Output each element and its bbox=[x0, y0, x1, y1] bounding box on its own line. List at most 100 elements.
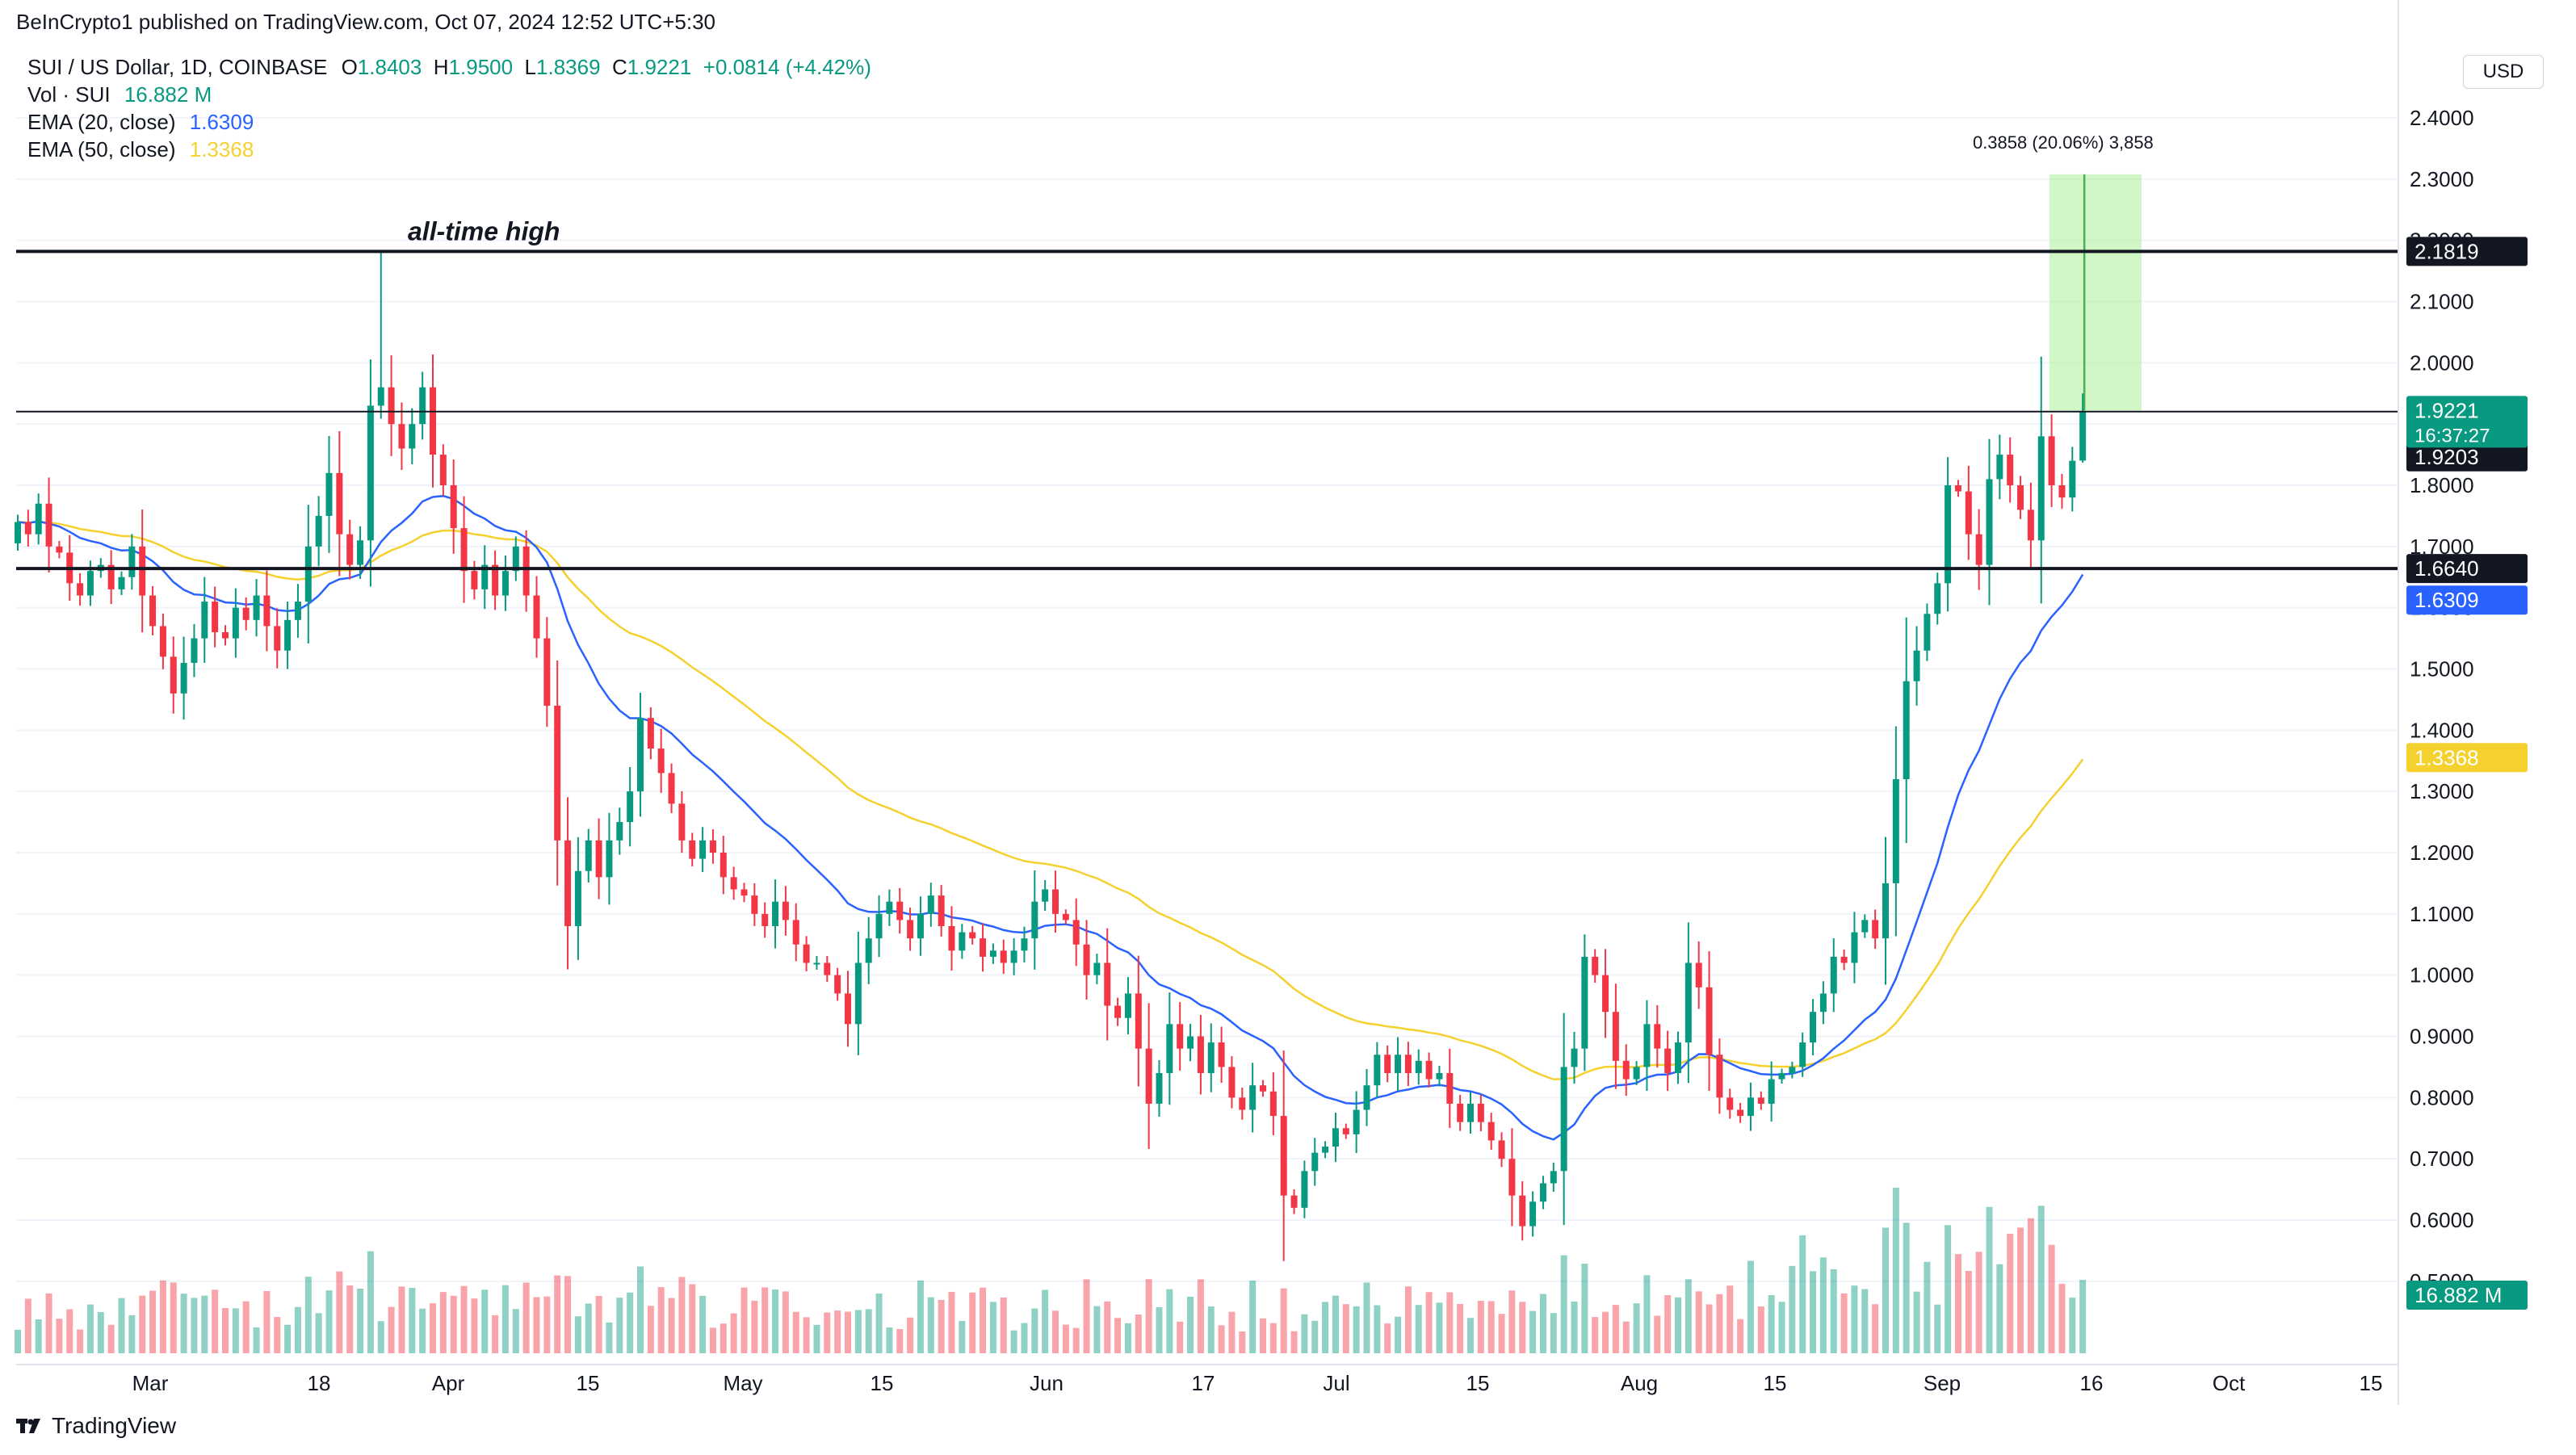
candle-body bbox=[907, 920, 914, 939]
price-tick-label: 0.8000 bbox=[2410, 1085, 2474, 1109]
volume-bar bbox=[1218, 1325, 1225, 1353]
time-tick-label: 18 bbox=[308, 1371, 331, 1395]
candle-body bbox=[875, 913, 883, 939]
volume-bar bbox=[1477, 1300, 1484, 1353]
candle-body bbox=[1498, 1140, 1505, 1159]
measure-label: 0.3858 (20.06%) 3,858 bbox=[1973, 132, 2154, 153]
volume-bar bbox=[709, 1327, 716, 1353]
candle-body bbox=[845, 993, 851, 1025]
volume-bar bbox=[492, 1315, 499, 1353]
candle-body bbox=[1550, 1171, 1557, 1184]
ema20-label[interactable]: EMA (20, close) bbox=[27, 110, 176, 134]
ema20-line bbox=[17, 494, 2084, 1141]
volume-bar bbox=[647, 1306, 654, 1353]
candle-body bbox=[574, 870, 581, 926]
candle-body bbox=[1395, 1055, 1402, 1073]
volume-bar bbox=[242, 1301, 250, 1353]
candle-body bbox=[1031, 901, 1038, 939]
candle-body bbox=[377, 387, 384, 406]
volume-bar bbox=[886, 1327, 893, 1353]
volume-bar bbox=[1311, 1320, 1319, 1353]
candle-body bbox=[1187, 1036, 1194, 1049]
volume-bar bbox=[357, 1289, 364, 1353]
volume-bar bbox=[1975, 1252, 1982, 1353]
volume-bars bbox=[15, 1187, 2087, 1353]
volume-bar bbox=[761, 1287, 769, 1353]
change-value: +0.0814 (+4.42%) bbox=[703, 55, 871, 79]
volume-bar bbox=[792, 1311, 799, 1353]
volume-bar bbox=[377, 1321, 384, 1353]
volume-bar bbox=[1177, 1321, 1184, 1353]
volume-bar bbox=[803, 1317, 810, 1353]
volume-bar bbox=[678, 1277, 686, 1353]
time-tick-label: Sep bbox=[1924, 1371, 1961, 1395]
volume-bar bbox=[1737, 1319, 1744, 1353]
volume-bar bbox=[1322, 1302, 1329, 1353]
volume-bar bbox=[419, 1308, 426, 1353]
volume-bar bbox=[409, 1288, 416, 1353]
volume-bar bbox=[1404, 1286, 1412, 1353]
ema20-tag-bg bbox=[2406, 585, 2528, 615]
volume-bar bbox=[1519, 1302, 1526, 1353]
candle-body bbox=[1301, 1171, 1308, 1208]
candle-body bbox=[1830, 956, 1837, 994]
volume-label[interactable]: Vol · SUI bbox=[27, 82, 111, 107]
level-tag: 1.9203 bbox=[2414, 445, 2479, 469]
volume-bar bbox=[730, 1313, 737, 1353]
candle-body bbox=[501, 571, 509, 596]
volume-tag: 16.882 M bbox=[2414, 1283, 2502, 1307]
time-tick-label: 17 bbox=[1192, 1371, 1215, 1395]
low-value: 1.8369 bbox=[536, 55, 601, 79]
volume-bar bbox=[56, 1319, 63, 1353]
volume-bar bbox=[1986, 1206, 1993, 1353]
volume-bar bbox=[606, 1322, 613, 1353]
volume-bar bbox=[501, 1285, 509, 1353]
volume-bar bbox=[1436, 1302, 1443, 1353]
volume-tag-bg bbox=[2406, 1281, 2528, 1310]
volume-bar bbox=[959, 1320, 966, 1353]
time-tick-label: 15 bbox=[871, 1371, 894, 1395]
candle-body bbox=[304, 546, 312, 602]
candle-body bbox=[77, 583, 84, 596]
volume-bar bbox=[1654, 1315, 1661, 1353]
volume-bar bbox=[1996, 1264, 2003, 1353]
symbol-label[interactable]: SUI / US Dollar, 1D, COINBASE bbox=[27, 55, 328, 79]
candle-body bbox=[409, 424, 416, 449]
publish-header: BeInCrypto1 published on TradingView.com… bbox=[16, 10, 715, 35]
volume-bar bbox=[212, 1289, 219, 1353]
candle-body bbox=[1353, 1109, 1360, 1134]
footer-brand[interactable]: TradingView bbox=[52, 1413, 177, 1438]
candle-body bbox=[1799, 1042, 1806, 1067]
price-tick-label: 1.3000 bbox=[2410, 779, 2474, 803]
price-tick-label: 1.0000 bbox=[2410, 963, 2474, 987]
candle-body bbox=[1384, 1055, 1391, 1073]
volume-bar bbox=[1664, 1295, 1672, 1353]
candle-body bbox=[232, 607, 239, 639]
volume-bar bbox=[1851, 1285, 1858, 1353]
volume-bar bbox=[927, 1297, 934, 1353]
candle-body bbox=[1342, 1128, 1349, 1134]
ema50-label[interactable]: EMA (50, close) bbox=[27, 137, 176, 161]
price-tick-label: 0.7000 bbox=[2410, 1147, 2474, 1171]
volume-bar bbox=[907, 1317, 914, 1353]
candle-body bbox=[917, 913, 924, 939]
currency-button[interactable]: USD bbox=[2463, 55, 2544, 89]
measure-rect bbox=[2049, 174, 2142, 411]
candle-body bbox=[1684, 962, 1692, 1043]
candle-body bbox=[1592, 956, 1599, 975]
volume-bar bbox=[1156, 1306, 1163, 1353]
candle-body bbox=[699, 840, 707, 859]
volume-bar bbox=[77, 1329, 84, 1353]
candle-body bbox=[45, 503, 52, 547]
candle-body bbox=[782, 901, 789, 920]
candle-body bbox=[2069, 460, 2076, 498]
candle-body bbox=[1643, 1024, 1651, 1067]
volume-bar bbox=[325, 1290, 333, 1353]
candle-body bbox=[1768, 1079, 1775, 1104]
volume-bar bbox=[304, 1277, 312, 1353]
volume-bar bbox=[1374, 1305, 1381, 1353]
candle-body bbox=[128, 546, 136, 577]
candle-body bbox=[1539, 1183, 1546, 1202]
price-tick-label: 2.3000 bbox=[2410, 167, 2474, 191]
